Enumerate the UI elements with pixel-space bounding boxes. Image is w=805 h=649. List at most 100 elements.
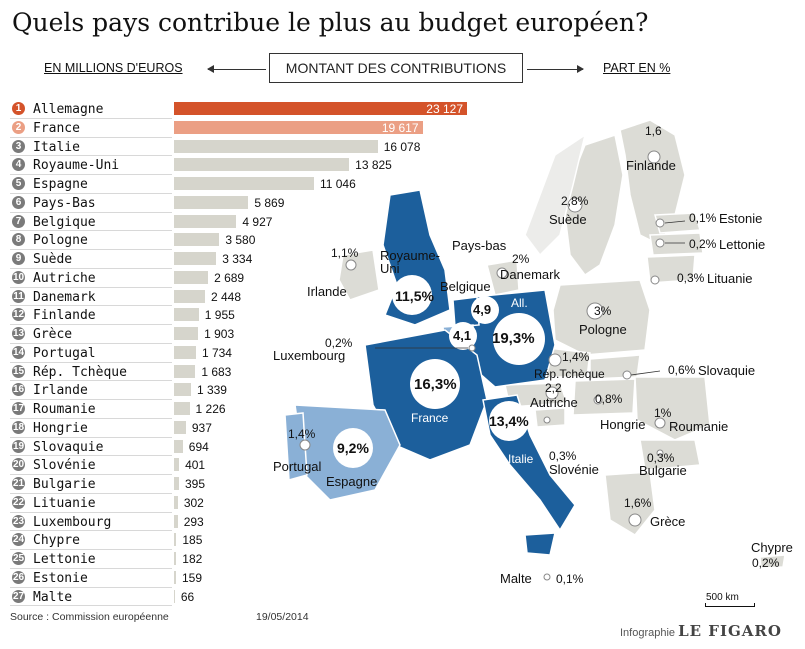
- value-label: 2 448: [211, 289, 242, 304]
- value-label: 159: [182, 570, 203, 585]
- dot-ireland: [345, 259, 357, 271]
- luxembourg-label: Luxembourg: [273, 348, 346, 363]
- bar-row: 1 Allemagne 23 127: [10, 100, 467, 119]
- pologne-share: 3%: [594, 304, 612, 318]
- dot-poland: [586, 302, 604, 320]
- rank-badge: 9: [12, 252, 25, 265]
- bar: [174, 177, 314, 190]
- row-separator: [10, 455, 172, 457]
- map-hungary: [572, 378, 636, 416]
- map-portugal: [284, 412, 308, 481]
- bar: [174, 327, 199, 340]
- bar-row: 18 Hongrie 937: [10, 419, 310, 438]
- rank-badge: 7: [12, 214, 25, 228]
- country-label: Espagne: [33, 177, 88, 192]
- lettonie-label: Lettonie: [719, 237, 766, 252]
- estonie-share: 0,1%: [689, 211, 717, 225]
- rank-badge: 4: [12, 158, 25, 172]
- bar: [174, 495, 178, 509]
- rank-badge: 27: [12, 589, 25, 603]
- dot-malta: [543, 573, 551, 581]
- country-label: Slovaquie: [33, 439, 104, 455]
- value-label: 2 689: [214, 270, 245, 285]
- rank-badge: 14: [12, 345, 25, 359]
- country-label: Irlande: [33, 383, 88, 399]
- bar-row: 17 Roumanie 1 226: [10, 400, 310, 419]
- portugal-share: 1,4%: [288, 427, 316, 441]
- rank-badge: 22: [12, 495, 25, 509]
- bar-row: 9 Suède 3 334: [10, 250, 310, 269]
- value-label: 23 127: [426, 102, 463, 116]
- bar: [174, 402, 190, 415]
- circle-spain: [333, 428, 373, 468]
- value-label: 5 869: [254, 195, 285, 210]
- value-label: 182: [182, 552, 203, 566]
- dot-finland: [647, 150, 661, 164]
- rank-badge: 3: [12, 139, 25, 153]
- suede-label: Suède: [549, 212, 587, 227]
- map-greece: [604, 471, 656, 536]
- left-axis-header: EN MILLIONS D'EUROS: [44, 61, 183, 75]
- bar-row: 13 Grèce 1 903: [10, 325, 310, 344]
- roumanie-label: Roumanie: [669, 419, 729, 434]
- bar-row: 5 Espagne 11 046: [10, 175, 356, 194]
- grece-label: Grèce: [650, 514, 686, 529]
- rank-badge: 19: [12, 439, 25, 453]
- country-label: Lettonie: [33, 552, 96, 567]
- country-label: Chypre: [33, 533, 80, 549]
- bar: [174, 383, 191, 397]
- rank-badge: 25: [12, 552, 25, 565]
- rank-badge: 13: [12, 327, 25, 340]
- dot-austria: [545, 386, 559, 400]
- roumanie-share: 1%: [654, 406, 672, 420]
- dot-greece: [628, 513, 642, 527]
- bar: [174, 533, 177, 547]
- bar-row: 23 Luxembourg 293: [10, 513, 310, 532]
- bar: [174, 102, 467, 115]
- netherlands-share: 4,9: [473, 302, 492, 317]
- dot-hungary: [593, 395, 603, 405]
- hongrie-label: Hongrie: [600, 417, 646, 432]
- bar-row: 16 Irlande 1 339: [10, 381, 310, 400]
- bar-row: 21 Bulgarie 395: [10, 475, 310, 494]
- country-label: Portugal: [33, 345, 96, 361]
- italy-label: Italie: [508, 452, 534, 466]
- row-separator: [10, 267, 172, 269]
- row-separator: [10, 549, 172, 550]
- bar: [174, 420, 186, 434]
- country-label: Pays-Bas: [33, 195, 96, 211]
- belgium-share: 4,1: [453, 328, 472, 343]
- lituanie-label: Lituanie: [707, 271, 753, 286]
- map-latvia: [649, 232, 704, 256]
- dot-bulgaria: [656, 449, 664, 457]
- pays-bas-label: Pays-bas: [452, 238, 507, 253]
- rank-badge: 24: [12, 533, 25, 547]
- rep-tcheque-share: 1,4%: [562, 350, 590, 364]
- value-label: 4 927: [242, 214, 273, 229]
- bar: [174, 214, 237, 228]
- scale-label: 500 km: [706, 592, 739, 603]
- royaume-uni-label: Royaume-Uni: [380, 248, 440, 276]
- country-label: Pologne: [33, 233, 88, 249]
- bar-row: 4 Royaume-Uni 13 825: [10, 156, 392, 175]
- map-sicily: [524, 532, 556, 556]
- country-label: Bulgarie: [33, 477, 96, 492]
- map-norway: [524, 133, 587, 257]
- rank-badge: 15: [12, 364, 25, 378]
- luxembourg-share: 0,2%: [325, 336, 353, 350]
- finlande-share: 1,6: [645, 124, 662, 138]
- danemark-label: Danemark: [500, 267, 560, 282]
- dot-luxembourg: [468, 344, 476, 352]
- bar-row: 2 France 19 617: [10, 119, 423, 138]
- bar: [174, 158, 350, 172]
- irlande-label: Irlande: [307, 284, 347, 299]
- bar-row: 19 Slovaquie 694: [10, 438, 310, 457]
- scale-bar: [705, 603, 755, 607]
- rank-badge: 23: [12, 514, 25, 528]
- row-separator: [10, 605, 172, 607]
- rep-tcheque-label: Rép.Tchèque: [534, 367, 605, 381]
- row-separator: [10, 249, 172, 250]
- france-share: 16,3%: [414, 376, 457, 393]
- row-separator: [10, 174, 172, 175]
- value-label: 293: [183, 514, 204, 529]
